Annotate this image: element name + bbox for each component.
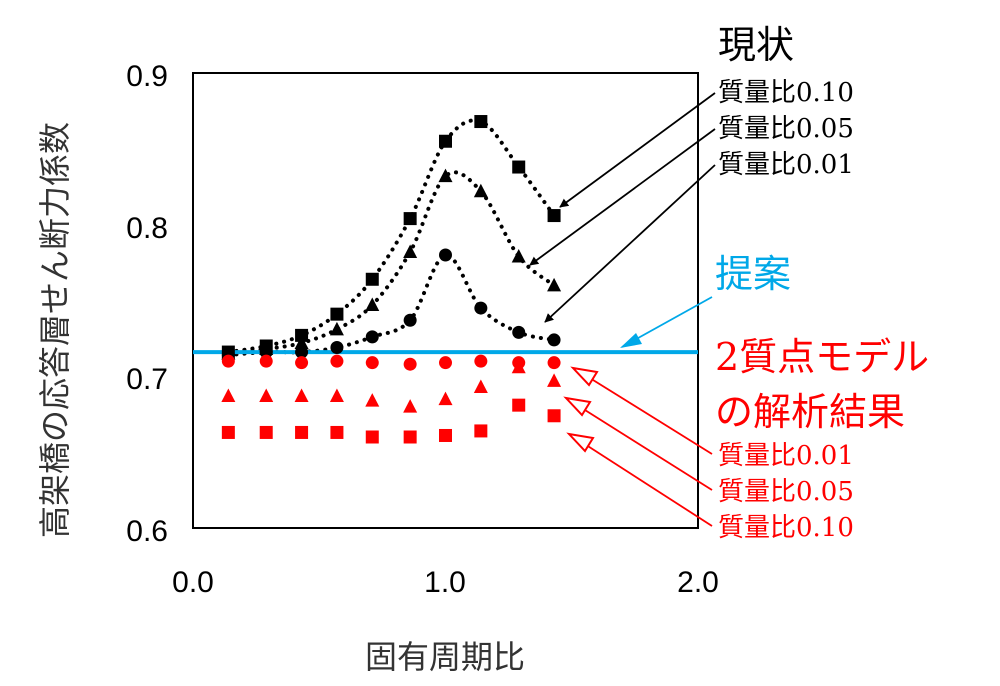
- marker-current-0.05-2: [294, 335, 309, 349]
- y-tick-0.9: 0.9: [126, 60, 168, 93]
- trend-line-current-0.05: [226, 170, 557, 356]
- marker-current-0.10-3: [330, 307, 344, 321]
- y-tick-0.7: 0.7: [126, 363, 168, 396]
- marker-two_mass-0.05-0: [221, 388, 236, 403]
- arrow-two-mass-0.05: [576, 404, 713, 491]
- marker-two_mass-0.05-8: [511, 359, 526, 374]
- arrow-two-mass-0.01: [584, 374, 713, 455]
- current-title: 現状: [718, 23, 794, 67]
- marker-two_mass-0.01-7: [474, 354, 488, 368]
- two-mass-label-0.10: 質量比0.10: [718, 513, 854, 543]
- marker-current-0.01-7: [474, 301, 488, 315]
- marker-two_mass-0.01-9: [547, 356, 561, 370]
- marker-two_mass-0.10-4: [365, 430, 379, 444]
- marker-current-0.01-5: [403, 313, 417, 327]
- marker-current-0.10-6: [439, 134, 452, 148]
- trend-lines: [226, 118, 557, 358]
- marker-two_mass-0.10-6: [439, 428, 452, 442]
- marker-two_mass-0.05-5: [403, 399, 418, 413]
- trend-line-current-0.10: [226, 118, 557, 355]
- marker-current-0.10-8: [512, 160, 526, 174]
- proposal-label: 提案: [715, 252, 791, 296]
- marker-two_mass-0.01-4: [365, 356, 379, 370]
- arrow-current-0.10: [559, 92, 716, 208]
- marker-two_mass-0.10-9: [547, 409, 561, 423]
- marker-current-0.05-9: [547, 277, 562, 292]
- marker-current-0.10-9: [547, 209, 561, 223]
- marker-current-0.05-7: [473, 183, 488, 198]
- marker-current-0.05-5: [403, 244, 418, 258]
- current-label-0.05: 質量比0.05: [718, 114, 854, 144]
- marker-two_mass-0.01-3: [330, 354, 344, 368]
- marker-current-0.10-2: [295, 328, 309, 342]
- marker-two_mass-0.10-5: [403, 430, 417, 444]
- two-mass-title-line1: 2質点モデル: [715, 335, 929, 379]
- y-tick-0.6: 0.6: [126, 515, 168, 548]
- marker-two_mass-0.05-4: [365, 393, 380, 407]
- arrow-current-0.01: [544, 164, 716, 323]
- marker-two_mass-0.05-9: [547, 373, 562, 387]
- marker-two_mass-0.01-5: [403, 357, 417, 371]
- marker-two_mass-0.10-2: [295, 425, 309, 439]
- arrowhead-two-mass-0.05: [563, 396, 592, 417]
- plot-area: [192, 72, 699, 529]
- marker-current-0.01-9: [547, 333, 561, 347]
- two-mass-label-0.01: 質量比0.01: [718, 441, 854, 471]
- current-label-0.01: 質量比0.01: [718, 150, 854, 180]
- arrow-two-mass-0.10: [579, 440, 713, 527]
- marker-two_mass-0.10-3: [330, 425, 344, 439]
- marker-current-0.10-4: [365, 272, 379, 286]
- trend-line-current-0.01: [226, 253, 557, 358]
- marker-current-0.01-6: [439, 248, 452, 262]
- marker-current-0.10-7: [474, 115, 488, 129]
- marker-current-0.01-2: [295, 345, 309, 359]
- marker-current-0.05-4: [365, 297, 380, 312]
- marker-two_mass-0.01-0: [221, 354, 235, 368]
- y-axis-title: 高架橋の応答層せん断力係数: [36, 122, 74, 538]
- marker-two_mass-0.01-6: [439, 356, 452, 370]
- marker-two_mass-0.10-1: [259, 425, 273, 439]
- marker-current-0.01-8: [512, 325, 526, 339]
- two-mass-title-line2: の解析結果: [715, 390, 905, 434]
- data-markers: [221, 115, 562, 444]
- x-tick-2.0: 2.0: [677, 566, 719, 599]
- marker-two_mass-0.10-0: [221, 425, 235, 439]
- y-tick-0.8: 0.8: [126, 212, 168, 245]
- arrowhead-two-mass-0.10: [566, 432, 595, 453]
- x-axis-title: 固有周期比: [365, 638, 525, 676]
- marker-current-0.01-3: [330, 341, 344, 355]
- marker-current-0.05-6: [438, 168, 453, 183]
- marker-current-0.05-3: [329, 321, 344, 336]
- two-mass-label-0.05: 質量比0.05: [718, 477, 854, 507]
- marker-two_mass-0.01-2: [295, 356, 309, 370]
- marker-two_mass-0.05-2: [294, 388, 309, 403]
- marker-current-0.05-8: [511, 249, 526, 263]
- arrowhead-proposal: [620, 333, 642, 348]
- marker-two_mass-0.05-1: [259, 388, 274, 403]
- arrowhead-two-mass-0.01: [570, 366, 599, 387]
- marker-current-0.01-4: [365, 330, 379, 344]
- marker-current-0.10-5: [403, 212, 417, 226]
- arrow-current-0.05: [529, 128, 716, 266]
- marker-two_mass-0.10-8: [512, 398, 526, 412]
- marker-two_mass-0.05-3: [329, 388, 344, 403]
- current-label-0.10: 質量比0.10: [718, 78, 854, 108]
- marker-two_mass-0.05-7: [473, 379, 488, 393]
- x-tick-1.0: 1.0: [424, 566, 466, 599]
- marker-two_mass-0.05-6: [438, 391, 453, 406]
- marker-two_mass-0.01-1: [259, 354, 273, 368]
- x-tick-0.0: 0.0: [172, 566, 214, 599]
- marker-current-0.01-1: [259, 345, 273, 359]
- marker-two_mass-0.10-7: [474, 424, 488, 438]
